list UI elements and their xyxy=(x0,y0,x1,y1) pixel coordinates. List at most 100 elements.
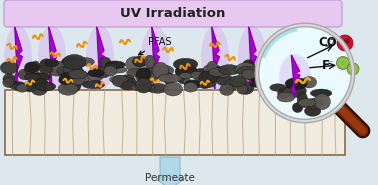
Ellipse shape xyxy=(282,87,293,95)
Ellipse shape xyxy=(35,82,56,91)
Ellipse shape xyxy=(68,70,87,79)
Ellipse shape xyxy=(184,80,200,89)
Ellipse shape xyxy=(61,56,84,70)
Ellipse shape xyxy=(203,64,221,73)
Ellipse shape xyxy=(284,85,306,97)
Circle shape xyxy=(337,35,353,51)
Ellipse shape xyxy=(23,81,36,92)
Text: F: F xyxy=(322,58,330,71)
Polygon shape xyxy=(248,27,256,89)
Ellipse shape xyxy=(212,66,221,79)
Ellipse shape xyxy=(279,54,311,98)
FancyBboxPatch shape xyxy=(4,0,342,27)
Ellipse shape xyxy=(82,80,105,89)
Ellipse shape xyxy=(29,78,48,87)
Polygon shape xyxy=(96,27,104,89)
Ellipse shape xyxy=(127,78,136,88)
FancyArrow shape xyxy=(156,157,184,185)
Text: UV Irradiation: UV Irradiation xyxy=(120,6,226,19)
Ellipse shape xyxy=(88,69,104,82)
Ellipse shape xyxy=(119,75,135,85)
Ellipse shape xyxy=(216,67,229,72)
Ellipse shape xyxy=(199,80,210,89)
Ellipse shape xyxy=(251,81,272,88)
Ellipse shape xyxy=(287,78,308,88)
Bar xyxy=(5,90,345,155)
Ellipse shape xyxy=(207,61,217,72)
Ellipse shape xyxy=(115,76,132,85)
Ellipse shape xyxy=(127,68,151,77)
Ellipse shape xyxy=(45,59,59,67)
Ellipse shape xyxy=(238,26,266,90)
Ellipse shape xyxy=(105,63,119,70)
Ellipse shape xyxy=(59,76,76,85)
Ellipse shape xyxy=(229,76,246,87)
Ellipse shape xyxy=(236,63,256,76)
Text: ⁻: ⁻ xyxy=(328,58,333,67)
Ellipse shape xyxy=(67,68,81,79)
Ellipse shape xyxy=(250,70,267,83)
Ellipse shape xyxy=(3,74,15,85)
Ellipse shape xyxy=(190,71,204,79)
Ellipse shape xyxy=(136,68,156,84)
Ellipse shape xyxy=(63,65,82,76)
Ellipse shape xyxy=(214,68,231,77)
Ellipse shape xyxy=(8,81,25,89)
Ellipse shape xyxy=(219,65,240,75)
Ellipse shape xyxy=(18,69,33,80)
Ellipse shape xyxy=(59,73,73,85)
Ellipse shape xyxy=(63,54,86,70)
Ellipse shape xyxy=(183,79,192,85)
Ellipse shape xyxy=(32,61,40,71)
Ellipse shape xyxy=(194,68,209,78)
Ellipse shape xyxy=(158,74,182,82)
Ellipse shape xyxy=(99,57,111,68)
Ellipse shape xyxy=(281,88,297,95)
Ellipse shape xyxy=(237,66,259,75)
Ellipse shape xyxy=(135,78,152,93)
Ellipse shape xyxy=(38,26,66,90)
Polygon shape xyxy=(291,55,300,97)
Ellipse shape xyxy=(184,83,197,92)
Ellipse shape xyxy=(136,69,151,80)
Ellipse shape xyxy=(298,99,316,107)
Ellipse shape xyxy=(277,92,295,102)
Ellipse shape xyxy=(143,66,162,81)
Ellipse shape xyxy=(285,78,307,90)
Ellipse shape xyxy=(39,59,53,71)
Ellipse shape xyxy=(237,84,248,94)
Text: 2: 2 xyxy=(330,39,334,48)
Ellipse shape xyxy=(57,66,79,77)
Ellipse shape xyxy=(201,26,229,90)
Ellipse shape xyxy=(144,55,155,68)
Ellipse shape xyxy=(251,75,265,85)
Ellipse shape xyxy=(31,84,47,95)
Circle shape xyxy=(257,25,353,121)
Ellipse shape xyxy=(242,70,257,79)
Ellipse shape xyxy=(199,71,218,84)
Ellipse shape xyxy=(11,84,29,90)
Polygon shape xyxy=(211,27,219,89)
Ellipse shape xyxy=(3,77,14,88)
Polygon shape xyxy=(48,27,56,89)
Ellipse shape xyxy=(305,98,324,108)
Ellipse shape xyxy=(180,73,192,79)
Ellipse shape xyxy=(25,73,40,81)
Ellipse shape xyxy=(94,67,106,75)
Ellipse shape xyxy=(141,26,169,90)
Ellipse shape xyxy=(121,81,135,90)
Text: CO: CO xyxy=(318,36,337,48)
Polygon shape xyxy=(14,27,22,89)
Ellipse shape xyxy=(314,94,330,110)
Ellipse shape xyxy=(194,75,204,88)
Ellipse shape xyxy=(292,103,303,112)
Ellipse shape xyxy=(242,60,255,74)
Polygon shape xyxy=(152,27,160,89)
Ellipse shape xyxy=(112,75,129,87)
Ellipse shape xyxy=(299,98,310,108)
Ellipse shape xyxy=(307,101,322,109)
Ellipse shape xyxy=(0,61,18,74)
Ellipse shape xyxy=(63,78,81,92)
Ellipse shape xyxy=(216,74,233,86)
Ellipse shape xyxy=(152,62,169,79)
